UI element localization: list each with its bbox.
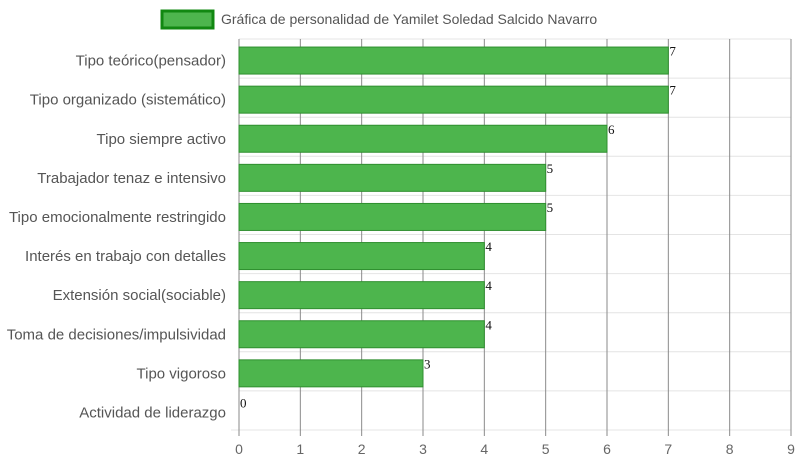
- value-label: 4: [485, 278, 492, 293]
- value-label: 4: [485, 317, 492, 332]
- bar[interactable]: [238, 320, 485, 349]
- x-tick-label: 1: [296, 441, 304, 457]
- bar[interactable]: [238, 202, 547, 231]
- category-label: Extensión social(sociable): [53, 287, 226, 304]
- x-tick-label: 2: [358, 441, 366, 457]
- bar[interactable]: [238, 124, 608, 153]
- bar[interactable]: [238, 242, 485, 271]
- x-axis-ticks: 0 1 2 3 4 5 6 7 8 9: [235, 441, 795, 457]
- category-label: Tipo vigoroso: [137, 365, 227, 382]
- x-tick-label: 9: [787, 441, 795, 457]
- category-label: Tipo emocionalmente restringido: [9, 209, 226, 226]
- x-tick-label: 5: [542, 441, 550, 457]
- x-tick-label: 7: [664, 441, 672, 457]
- legend[interactable]: Gráfica de personalidad de Yamilet Soled…: [160, 9, 597, 30]
- x-tick-label: 0: [235, 441, 243, 457]
- value-labels: 7 7 6 5 5 4 4 4 3 0: [240, 44, 676, 411]
- category-label: Tipo organizado (sistemático): [30, 92, 226, 109]
- value-label: 5: [547, 200, 554, 215]
- value-label: 7: [669, 44, 676, 59]
- legend-swatch[interactable]: [160, 9, 215, 30]
- bar[interactable]: [238, 85, 669, 114]
- bar[interactable]: [238, 46, 669, 75]
- category-label: Trabajador tenaz e intensivo: [37, 170, 226, 187]
- x-tick-label: 4: [480, 441, 488, 457]
- category-label: Actividad de liderazgo: [79, 404, 226, 421]
- category-label: Toma de decisiones/impulsividad: [7, 326, 226, 343]
- bar[interactable]: [238, 281, 485, 310]
- legend-label[interactable]: Gráfica de personalidad de Yamilet Soled…: [221, 11, 597, 27]
- x-tick-label: 3: [419, 441, 427, 457]
- value-label: 6: [608, 122, 615, 137]
- value-label: 0: [240, 395, 247, 410]
- category-label: Tipo teórico(pensador): [76, 53, 226, 70]
- x-tick-label: 8: [726, 441, 734, 457]
- value-label: 4: [485, 239, 492, 254]
- x-tick-label: 6: [603, 441, 611, 457]
- value-label: 3: [424, 356, 431, 371]
- category-label: Tipo siempre activo: [97, 131, 227, 148]
- category-labels: Tipo teórico(pensador) Tipo organizado (s…: [7, 53, 226, 422]
- category-label: Interés en trabajo con detalles: [25, 248, 226, 265]
- bar[interactable]: [238, 359, 424, 388]
- value-label: 7: [669, 83, 676, 98]
- bar[interactable]: [238, 163, 547, 192]
- value-label: 5: [547, 161, 554, 176]
- bars: [238, 46, 669, 388]
